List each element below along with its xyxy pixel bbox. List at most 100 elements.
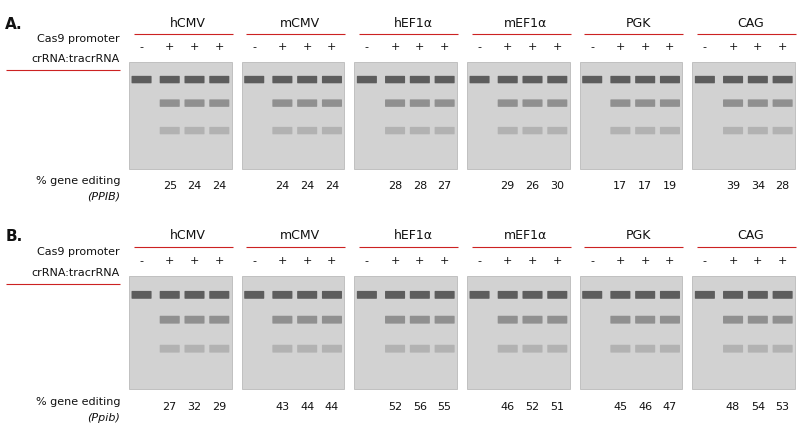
FancyBboxPatch shape <box>210 291 230 299</box>
Bar <box>242 276 344 389</box>
Text: 28: 28 <box>413 181 427 191</box>
FancyBboxPatch shape <box>470 76 490 83</box>
Text: +: + <box>528 42 537 52</box>
Text: -: - <box>478 42 482 52</box>
FancyBboxPatch shape <box>498 76 518 83</box>
FancyBboxPatch shape <box>160 345 180 353</box>
Text: +: + <box>616 255 625 266</box>
Text: 52: 52 <box>388 402 402 412</box>
FancyBboxPatch shape <box>547 291 567 299</box>
FancyBboxPatch shape <box>748 127 768 134</box>
Text: 44: 44 <box>325 402 339 412</box>
FancyBboxPatch shape <box>773 127 793 134</box>
Bar <box>580 276 682 389</box>
Text: +: + <box>165 255 174 266</box>
Text: +: + <box>327 255 337 266</box>
Text: +: + <box>214 42 224 52</box>
Text: 56: 56 <box>413 402 427 412</box>
FancyBboxPatch shape <box>522 291 542 299</box>
Text: -: - <box>478 255 482 266</box>
FancyBboxPatch shape <box>434 291 454 299</box>
FancyBboxPatch shape <box>522 345 542 353</box>
Bar <box>693 62 795 169</box>
FancyBboxPatch shape <box>748 291 768 299</box>
FancyBboxPatch shape <box>272 316 293 324</box>
FancyBboxPatch shape <box>582 76 602 83</box>
FancyBboxPatch shape <box>297 76 318 83</box>
FancyBboxPatch shape <box>522 99 542 107</box>
Text: -: - <box>703 255 707 266</box>
Text: (PPIB): (PPIB) <box>87 191 120 201</box>
FancyBboxPatch shape <box>210 99 230 107</box>
Text: +: + <box>440 255 450 266</box>
FancyBboxPatch shape <box>723 76 743 83</box>
FancyBboxPatch shape <box>498 99 518 107</box>
FancyBboxPatch shape <box>748 99 768 107</box>
Text: % gene editing: % gene editing <box>35 176 120 186</box>
Bar <box>467 62 570 169</box>
FancyBboxPatch shape <box>660 99 680 107</box>
FancyBboxPatch shape <box>498 316 518 324</box>
FancyBboxPatch shape <box>635 127 655 134</box>
Bar <box>129 276 232 389</box>
FancyBboxPatch shape <box>272 345 293 353</box>
Text: mCMV: mCMV <box>280 17 321 30</box>
FancyBboxPatch shape <box>244 291 264 299</box>
Text: 24: 24 <box>187 181 202 191</box>
Text: 19: 19 <box>663 181 677 191</box>
FancyBboxPatch shape <box>297 345 318 353</box>
FancyBboxPatch shape <box>272 99 293 107</box>
Text: 53: 53 <box>776 402 790 412</box>
FancyBboxPatch shape <box>410 291 430 299</box>
FancyBboxPatch shape <box>547 76 567 83</box>
FancyBboxPatch shape <box>660 127 680 134</box>
FancyBboxPatch shape <box>695 76 715 83</box>
Text: 24: 24 <box>212 181 226 191</box>
Text: 24: 24 <box>275 181 290 191</box>
Text: +: + <box>728 42 738 52</box>
Text: hCMV: hCMV <box>170 17 206 30</box>
FancyBboxPatch shape <box>635 99 655 107</box>
FancyBboxPatch shape <box>185 291 205 299</box>
FancyBboxPatch shape <box>410 99 430 107</box>
FancyBboxPatch shape <box>547 316 567 324</box>
Text: A.: A. <box>5 17 23 32</box>
Text: 28: 28 <box>775 181 790 191</box>
Text: +: + <box>302 42 312 52</box>
FancyBboxPatch shape <box>322 99 342 107</box>
FancyBboxPatch shape <box>160 127 180 134</box>
FancyBboxPatch shape <box>773 345 793 353</box>
FancyBboxPatch shape <box>635 76 655 83</box>
Text: 47: 47 <box>663 402 677 412</box>
FancyBboxPatch shape <box>610 316 630 324</box>
Text: hEF1α: hEF1α <box>394 17 433 30</box>
FancyBboxPatch shape <box>748 345 768 353</box>
Text: 32: 32 <box>187 402 202 412</box>
FancyBboxPatch shape <box>723 291 743 299</box>
FancyBboxPatch shape <box>723 99 743 107</box>
Text: 51: 51 <box>550 402 564 412</box>
Text: +: + <box>190 255 199 266</box>
FancyBboxPatch shape <box>297 316 318 324</box>
FancyBboxPatch shape <box>385 127 405 134</box>
Text: Cas9 promoter: Cas9 promoter <box>38 247 120 257</box>
Text: 29: 29 <box>501 181 515 191</box>
Text: +: + <box>415 42 425 52</box>
Bar <box>693 276 795 389</box>
Text: +: + <box>190 42 199 52</box>
Text: hEF1α: hEF1α <box>394 229 433 242</box>
Text: 39: 39 <box>726 181 740 191</box>
FancyBboxPatch shape <box>547 99 567 107</box>
FancyBboxPatch shape <box>160 99 180 107</box>
FancyBboxPatch shape <box>297 291 318 299</box>
Text: 25: 25 <box>162 181 177 191</box>
Text: 29: 29 <box>212 402 226 412</box>
FancyBboxPatch shape <box>434 99 454 107</box>
Text: mEF1α: mEF1α <box>504 229 547 242</box>
FancyBboxPatch shape <box>695 291 715 299</box>
FancyBboxPatch shape <box>410 127 430 134</box>
FancyBboxPatch shape <box>185 127 205 134</box>
FancyBboxPatch shape <box>498 127 518 134</box>
Text: 30: 30 <box>550 181 564 191</box>
Text: +: + <box>553 42 562 52</box>
